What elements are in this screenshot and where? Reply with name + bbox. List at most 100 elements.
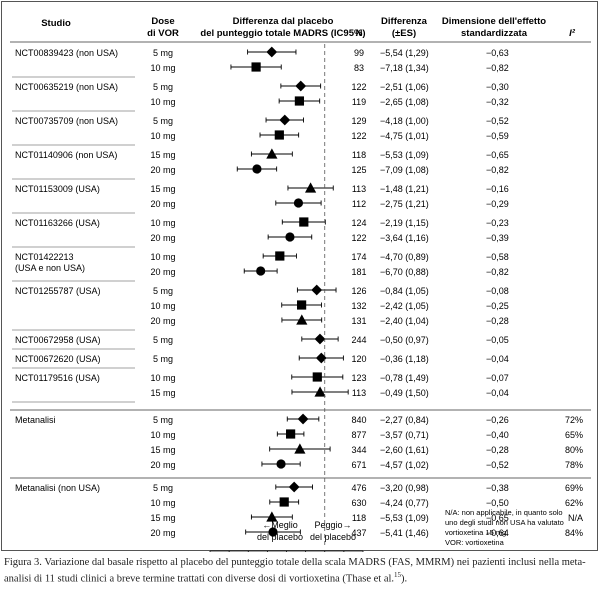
worse-label-line2: del placebo bbox=[310, 532, 356, 542]
difference-value: −4,70 (0,89) bbox=[380, 252, 429, 262]
dose-label: 20 mg bbox=[150, 233, 175, 243]
dose-label: 20 mg bbox=[150, 165, 175, 175]
i2-value: 80% bbox=[565, 445, 583, 455]
effect-size-value: −0,07 bbox=[486, 373, 509, 383]
difference-value: −6,70 (0,88) bbox=[380, 267, 429, 277]
forest-row: 5 mg 129 −4,18 (1,00) −0,52 bbox=[153, 114, 509, 126]
point-diamond bbox=[315, 352, 327, 364]
effect-size-value: −0,82 bbox=[486, 63, 509, 73]
effect-size-value: −0,04 bbox=[486, 388, 509, 398]
difference-value: −2,51 (1,06) bbox=[380, 82, 429, 92]
meta-group: Metanalisi 5 mg 840 −2,27 (0,84) −0,26 72% 10 … bbox=[15, 413, 583, 470]
effect-size-value: −0,16 bbox=[486, 184, 509, 194]
difference-value: −4,75 (1,01) bbox=[380, 131, 429, 141]
n-value: 119 bbox=[352, 97, 366, 107]
n-value: 840 bbox=[351, 415, 366, 425]
better-label-line1: ←Meglio bbox=[262, 520, 298, 530]
effect-size-value: −0,26 bbox=[486, 415, 509, 425]
dose-label: 15 mg bbox=[150, 388, 175, 398]
point-square bbox=[279, 497, 289, 507]
effect-size-value: −0,08 bbox=[486, 286, 509, 296]
effect-size-value: −0,65 bbox=[486, 513, 509, 523]
n-value: 113 bbox=[352, 184, 366, 194]
forest-row: 5 mg 840 −2,27 (0,84) −0,26 72% bbox=[153, 413, 583, 425]
dose-label: 20 mg bbox=[150, 460, 175, 470]
point-circle bbox=[252, 164, 262, 174]
forest-row: 20 mg 125 −7,09 (1,08) −0,82 bbox=[150, 164, 509, 175]
n-value: 671 bbox=[351, 460, 366, 470]
forest-row: 20 mg 181 −6,70 (0,88) −0,82 bbox=[150, 266, 509, 277]
point-square bbox=[294, 96, 305, 106]
meta-group: Metanalisi (non USA) 5 mg 476 −3,20 (0,98) −… bbox=[15, 481, 583, 538]
dose-label: 20 mg bbox=[150, 316, 175, 326]
forest-row: 20 mg 122 −3,64 (1,16) −0,39 bbox=[150, 232, 509, 243]
dose-label: 10 mg bbox=[150, 218, 175, 228]
i2-value: N/A bbox=[568, 513, 583, 523]
forest-row: 15 mg 113 −1,48 (1,21) −0,16 bbox=[150, 182, 509, 194]
header-studio: Studio bbox=[41, 18, 71, 29]
n-value: 126 bbox=[351, 286, 366, 296]
point-diamond bbox=[314, 333, 326, 345]
study-label: Metanalisi bbox=[15, 415, 56, 425]
dose-label: 5 mg bbox=[153, 335, 173, 345]
difference-value: −5,53 (1,09) bbox=[380, 513, 429, 523]
dose-label: 15 mg bbox=[150, 150, 175, 160]
point-square bbox=[299, 217, 309, 227]
header-effect-line2: standardizzata bbox=[461, 28, 528, 39]
effect-size-value: −0,65 bbox=[486, 150, 509, 160]
study-label: NCT01255787 (USA) bbox=[15, 286, 101, 296]
point-square bbox=[312, 372, 322, 382]
difference-value: −7,09 (1,08) bbox=[380, 165, 429, 175]
point-diamond bbox=[266, 46, 278, 58]
header-diff-placebo-line1: Differenza dal placebo bbox=[233, 16, 334, 27]
effect-size-value: −0,52 bbox=[486, 116, 509, 126]
point-triangle bbox=[304, 182, 317, 193]
dose-label: 10 mg bbox=[150, 131, 175, 141]
forest-row: 10 mg 877 −3,57 (0,71) −0,40 65% bbox=[150, 429, 583, 440]
study-group: NCT00672958 (USA) 5 mg 244 −0,50 (0,97) −0,0… bbox=[15, 333, 509, 345]
dose-label: 20 mg bbox=[150, 528, 175, 538]
effect-size-value: −0,28 bbox=[486, 445, 509, 455]
difference-value: −2,19 (1,15) bbox=[380, 218, 429, 228]
study-group: NCT01153009 (USA) 15 mg 113 −1,48 (1,21) −0,… bbox=[15, 182, 509, 209]
n-value: 123 bbox=[351, 373, 366, 383]
point-square bbox=[286, 429, 296, 439]
dose-label: 5 mg bbox=[153, 415, 173, 425]
study-label: NCT01422213 bbox=[15, 252, 74, 262]
forest-row: 15 mg 113 −0,49 (1,50) −0,04 bbox=[150, 386, 509, 398]
study-group: NCT01163266 (USA) 10 mg 124 −2,19 (1,15) −0,… bbox=[15, 217, 509, 243]
effect-size-value: −0,82 bbox=[486, 267, 509, 277]
forest-row: 10 mg 123 −0,78 (1,49) −0,07 bbox=[150, 372, 509, 383]
effect-size-value: −0,23 bbox=[486, 218, 509, 228]
difference-value: −1,48 (1,21) bbox=[380, 184, 429, 194]
n-value: 244 bbox=[351, 335, 366, 345]
forest-row: 10 mg 630 −4,24 (0,77) −0,50 62% bbox=[150, 497, 583, 508]
forest-row: 5 mg 99 −5,54 (1,29) −0,63 bbox=[153, 46, 509, 58]
point-triangle bbox=[296, 314, 308, 325]
forest-row: 15 mg 118 −5,53 (1,09) −0,65 bbox=[150, 148, 509, 160]
point-square bbox=[297, 300, 307, 310]
effect-size-value: −0,32 bbox=[486, 97, 509, 107]
i2-value: 78% bbox=[565, 460, 583, 470]
n-value: 630 bbox=[351, 498, 366, 508]
dose-label: 10 mg bbox=[150, 373, 175, 383]
n-value: 174 bbox=[351, 252, 366, 262]
header-dose-line2: di VOR bbox=[147, 28, 179, 39]
header-effect-line1: Dimensione dell'effetto bbox=[442, 16, 546, 27]
n-value: 118 bbox=[352, 513, 366, 523]
effect-size-value: −0,50 bbox=[486, 498, 509, 508]
effect-size-value: −0,30 bbox=[486, 82, 509, 92]
difference-value: −2,27 (0,84) bbox=[380, 415, 429, 425]
difference-value: −0,49 (1,50) bbox=[380, 388, 429, 398]
i2-value: 65% bbox=[565, 430, 583, 440]
point-triangle bbox=[266, 511, 278, 522]
forest-row: 10 mg 124 −2,19 (1,15) −0,23 bbox=[150, 217, 509, 228]
difference-value: −2,40 (1,04) bbox=[380, 316, 429, 326]
difference-value: −4,57 (1,02) bbox=[380, 460, 429, 470]
difference-value: −3,64 (1,16) bbox=[380, 233, 429, 243]
n-value: 120 bbox=[351, 354, 366, 364]
point-triangle bbox=[314, 386, 326, 397]
difference-value: −4,18 (1,00) bbox=[380, 116, 429, 126]
difference-value: −7,18 (1,34) bbox=[380, 63, 429, 73]
n-value: 132 bbox=[351, 301, 366, 311]
